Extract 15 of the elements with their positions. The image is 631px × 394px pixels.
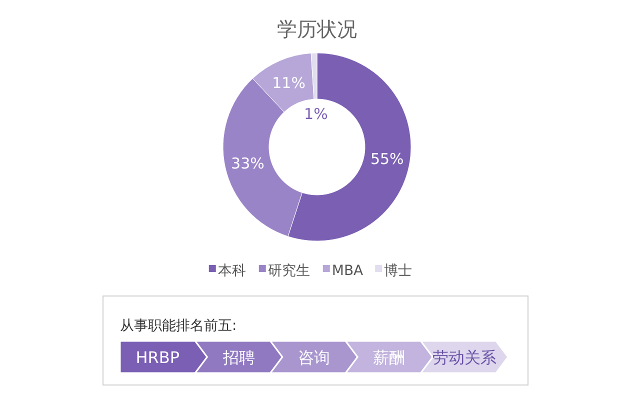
legend-label: 研究生 xyxy=(268,263,310,279)
text: 从事职能排名前五: xyxy=(120,318,237,334)
data-label: 1% xyxy=(304,105,328,124)
legend-label: 本科 xyxy=(218,263,246,279)
data-label: 11% xyxy=(272,74,306,92)
category-label: 劳动关系 xyxy=(432,348,496,367)
data-label: 33% xyxy=(231,154,264,172)
data-label: 55% xyxy=(370,150,404,168)
chart-title: 学历状况 xyxy=(277,17,357,41)
category-label: 招聘 xyxy=(222,348,255,367)
category-label: 薪酬 xyxy=(373,348,406,367)
legend-label: MBA xyxy=(332,263,364,279)
category-label: HRBP xyxy=(136,348,180,367)
category-label: 咨询 xyxy=(298,348,330,367)
legend-label: 博士 xyxy=(384,263,412,279)
